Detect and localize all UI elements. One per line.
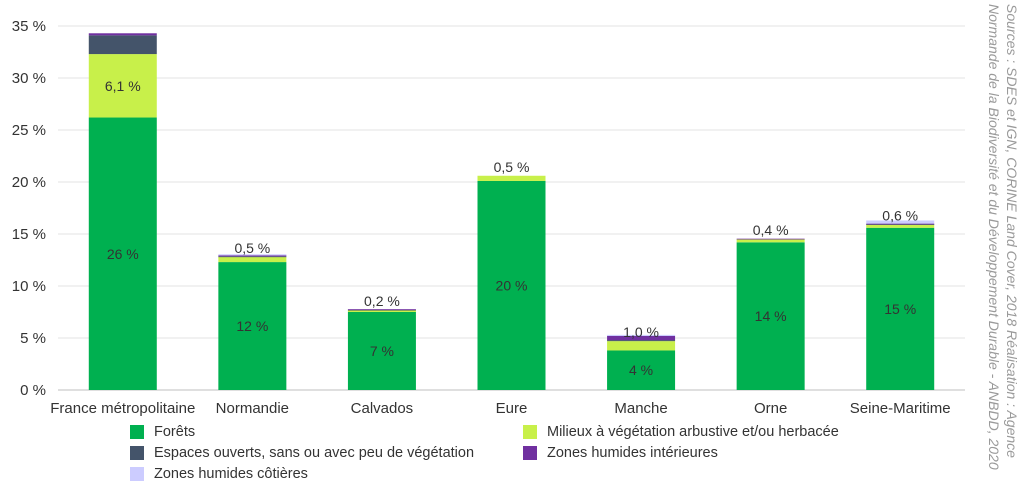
legend-swatch [523, 446, 537, 460]
bar-segment [347, 309, 416, 310]
y-tick-label: 15 % [12, 226, 46, 243]
data-label: 6,1 % [105, 78, 141, 94]
bar-segment [607, 340, 676, 342]
legend-label: Milieux à végétation arbustive et/ou her… [547, 424, 839, 440]
bar-segment [866, 220, 935, 224]
x-axis-categories: France métropolitaine Normandie Calvados Eu… [50, 400, 950, 417]
data-label: 0,5 % [494, 159, 530, 175]
data-label: 0,4 % [753, 222, 789, 238]
bar-segment [218, 256, 287, 258]
bar-segment [477, 175, 546, 181]
category-label: Calvados [351, 400, 414, 417]
data-label: 7 % [370, 343, 394, 359]
bar-segment [88, 117, 157, 391]
bar-segment [218, 255, 287, 257]
legend-swatch [130, 446, 144, 460]
source-text: Sources : SDES et IGN, CORINE Land Cover… [986, 4, 1020, 470]
legend-item: Espaces ouverts, sans ou avec peu de vég… [130, 445, 474, 461]
bar-segment [88, 35, 157, 55]
legend-label: Forêts [154, 424, 196, 440]
source-note: Sources : SDES et IGN, CORINE Land Cover… [985, 0, 1021, 492]
data-label: 0,5 % [234, 240, 270, 256]
data-label: 12 % [236, 318, 268, 334]
category-label: Manche [614, 400, 667, 417]
bar-segment [477, 180, 546, 390]
bar-segment [736, 238, 805, 240]
bar-segment [347, 309, 416, 312]
legend-item: Zones humides intérieures [523, 445, 718, 461]
legend-item: Forêts [130, 424, 195, 440]
bar-segment [866, 224, 935, 228]
bar-segment [607, 341, 676, 351]
y-tick-label: 35 % [12, 18, 46, 35]
legend-item: Zones humides côtières [130, 466, 308, 482]
data-label: 20 % [496, 277, 528, 293]
bar-segment [347, 309, 416, 311]
bars [88, 33, 935, 391]
bar-segment [736, 242, 805, 390]
legend-swatch [523, 425, 537, 439]
data-label: 0,2 % [364, 293, 400, 309]
y-tick-label: 25 % [12, 122, 46, 139]
bar-segment [736, 239, 805, 243]
bar-segment [218, 254, 287, 256]
data-label: 15 % [884, 301, 916, 317]
bar-segment [607, 335, 676, 341]
bar-segment [218, 256, 287, 263]
legend-label: Espaces ouverts, sans ou avec peu de vég… [154, 445, 475, 461]
legend-label: Zones humides côtières [154, 466, 308, 482]
legend-item: Milieux à végétation arbustive et/ou her… [523, 424, 839, 440]
category-label: France métropolitaine [50, 400, 195, 417]
y-axis-ticks: 0 % 5 % 10 % 15 % 20 % 25 % 30 % 35 % [12, 18, 46, 399]
data-label: 14 % [755, 308, 787, 324]
y-tick-label: 0 % [20, 382, 46, 399]
data-label: 26 % [107, 246, 139, 262]
category-label: Seine-Maritime [850, 400, 951, 417]
category-label: Eure [496, 400, 528, 417]
bar-segment [88, 33, 157, 36]
legend-label: Zones humides intérieures [547, 445, 718, 461]
bar-segment [607, 334, 676, 336]
bar-segment [866, 227, 935, 390]
y-tick-label: 5 % [20, 330, 46, 347]
y-tick-label: 30 % [12, 70, 46, 87]
category-label: Normandie [216, 400, 289, 417]
bar-segment [866, 223, 935, 225]
bar-segment [866, 224, 935, 225]
y-tick-label: 20 % [12, 174, 46, 191]
bar-segment [218, 262, 287, 390]
legend: Forêts Milieux à végétation arbustive et/… [130, 424, 890, 488]
data-labels: 26 % 6,1 % 12 % 0,5 % 7 % 0,2 % 20 % 0,5 % 4 % 1,… [105, 78, 918, 378]
category-label: Orne [754, 400, 787, 417]
y-tick-label: 10 % [12, 278, 46, 295]
legend-swatch [130, 467, 144, 481]
data-label: 1,0 % [623, 324, 659, 340]
bar-segment [88, 54, 157, 118]
data-label: 4 % [629, 362, 653, 378]
stacked-bar-chart: 0 % 5 % 10 % 15 % 20 % 25 % 30 % 35 % 26 % 6,1 %… [12, 18, 965, 417]
data-label: 0,6 % [882, 208, 918, 224]
bar-segment [347, 312, 416, 390]
bar-segment [607, 350, 676, 390]
legend-swatch [130, 425, 144, 439]
